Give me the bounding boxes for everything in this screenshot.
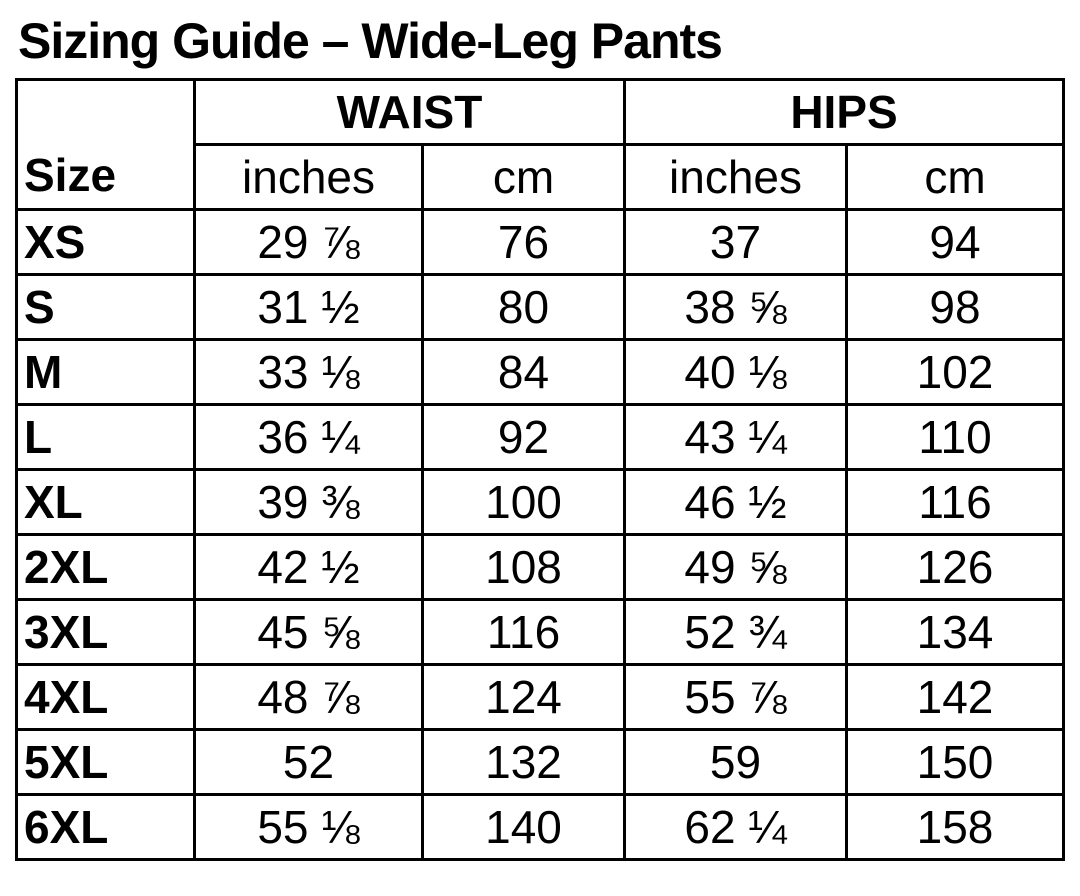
waist-inches-header: inches bbox=[193, 143, 424, 211]
hips-inches-cell: 43 ¼ bbox=[623, 403, 849, 471]
hips-inches-cell: 46 ½ bbox=[623, 468, 849, 536]
table-row-5xl: 5XL 52 132 59 150 bbox=[15, 728, 1066, 796]
group-header-row: Size WAIST HIPS bbox=[15, 78, 1066, 211]
waist-cm-cell: 76 bbox=[420, 208, 627, 276]
table-row-4xl: 4XL 48 ⅞ 124 55 ⅞ 142 bbox=[15, 663, 1066, 731]
waist-inches-cell: 33 ⅛ bbox=[193, 338, 424, 406]
hips-inches-cell: 38 ⅝ bbox=[623, 273, 849, 341]
hips-inches-cell: 49 ⅝ bbox=[623, 533, 849, 601]
hips-inches-header: inches bbox=[623, 143, 849, 211]
hips-cm-header: cm bbox=[845, 143, 1066, 211]
waist-inches-cell: 42 ½ bbox=[193, 533, 424, 601]
hips-cm-cell: 116 bbox=[845, 468, 1066, 536]
hips-cm-cell: 98 bbox=[845, 273, 1066, 341]
waist-inches-cell: 45 ⅝ bbox=[193, 598, 424, 666]
waist-cm-cell: 116 bbox=[420, 598, 627, 666]
size-cell: 3XL bbox=[15, 598, 196, 666]
table-row-l: L 36 ¼ 92 43 ¼ 110 bbox=[15, 403, 1066, 471]
size-cell: M bbox=[15, 338, 196, 406]
waist-inches-cell: 39 ⅜ bbox=[193, 468, 424, 536]
hips-inches-cell: 62 ¼ bbox=[623, 793, 849, 861]
waist-cm-header: cm bbox=[420, 143, 627, 211]
waist-cm-cell: 132 bbox=[420, 728, 627, 796]
table-row-m: M 33 ⅛ 84 40 ⅛ 102 bbox=[15, 338, 1066, 406]
table-row-3xl: 3XL 45 ⅝ 116 52 ¾ 134 bbox=[15, 598, 1066, 666]
hips-inches-cell: 59 bbox=[623, 728, 849, 796]
waist-inches-cell: 36 ¼ bbox=[193, 403, 424, 471]
size-cell: 2XL bbox=[15, 533, 196, 601]
hips-cm-cell: 134 bbox=[845, 598, 1066, 666]
waist-inches-cell: 52 bbox=[193, 728, 424, 796]
hips-inches-cell: 40 ⅛ bbox=[623, 338, 849, 406]
size-cell: XL bbox=[15, 468, 196, 536]
size-cell: S bbox=[15, 273, 196, 341]
hips-cm-cell: 150 bbox=[845, 728, 1066, 796]
size-cell: XS bbox=[15, 208, 196, 276]
waist-inches-cell: 48 ⅞ bbox=[193, 663, 424, 731]
table-row-xs: XS 29 ⅞ 76 37 94 bbox=[15, 208, 1066, 276]
hips-cm-cell: 142 bbox=[845, 663, 1066, 731]
waist-inches-cell: 31 ½ bbox=[193, 273, 424, 341]
waist-inches-cell: 55 ⅛ bbox=[193, 793, 424, 861]
waist-cm-cell: 80 bbox=[420, 273, 627, 341]
hips-inches-cell: 55 ⅞ bbox=[623, 663, 849, 731]
table-row-s: S 31 ½ 80 38 ⅝ 98 bbox=[15, 273, 1066, 341]
size-cell: 6XL bbox=[15, 793, 196, 861]
waist-cm-cell: 140 bbox=[420, 793, 627, 861]
hips-inches-cell: 37 bbox=[623, 208, 849, 276]
hips-cm-cell: 158 bbox=[845, 793, 1066, 861]
unit-header-row: inches cm inches cm bbox=[17, 143, 1066, 211]
table-row-xl: XL 39 ⅜ 100 46 ½ 116 bbox=[15, 468, 1066, 536]
hips-cm-cell: 110 bbox=[845, 403, 1066, 471]
page-title: Sizing Guide – Wide-Leg Pants bbox=[18, 13, 723, 69]
hips-cm-cell: 102 bbox=[845, 338, 1066, 406]
waist-cm-cell: 108 bbox=[420, 533, 627, 601]
waist-group-header: WAIST bbox=[192, 78, 627, 146]
hips-group-header: HIPS bbox=[623, 78, 1066, 146]
size-cell: 5XL bbox=[15, 728, 196, 796]
waist-cm-cell: 100 bbox=[420, 468, 627, 536]
waist-cm-cell: 124 bbox=[420, 663, 627, 731]
table-row-2xl: 2XL 42 ½ 108 49 ⅝ 126 bbox=[15, 533, 1066, 601]
size-column-header: Size bbox=[15, 78, 196, 211]
hips-cm-cell: 94 bbox=[845, 208, 1066, 276]
waist-cm-cell: 84 bbox=[420, 338, 627, 406]
size-cell: 4XL bbox=[15, 663, 196, 731]
sizing-table: Size WAIST HIPS inches cm inches cm XS 2… bbox=[15, 78, 1066, 861]
waist-cm-cell: 92 bbox=[420, 403, 627, 471]
size-cell: L bbox=[15, 403, 196, 471]
hips-cm-cell: 126 bbox=[845, 533, 1066, 601]
table-row-6xl: 6XL 55 ⅛ 140 62 ¼ 158 bbox=[15, 793, 1066, 861]
waist-inches-cell: 29 ⅞ bbox=[193, 208, 424, 276]
hips-inches-cell: 52 ¾ bbox=[623, 598, 849, 666]
